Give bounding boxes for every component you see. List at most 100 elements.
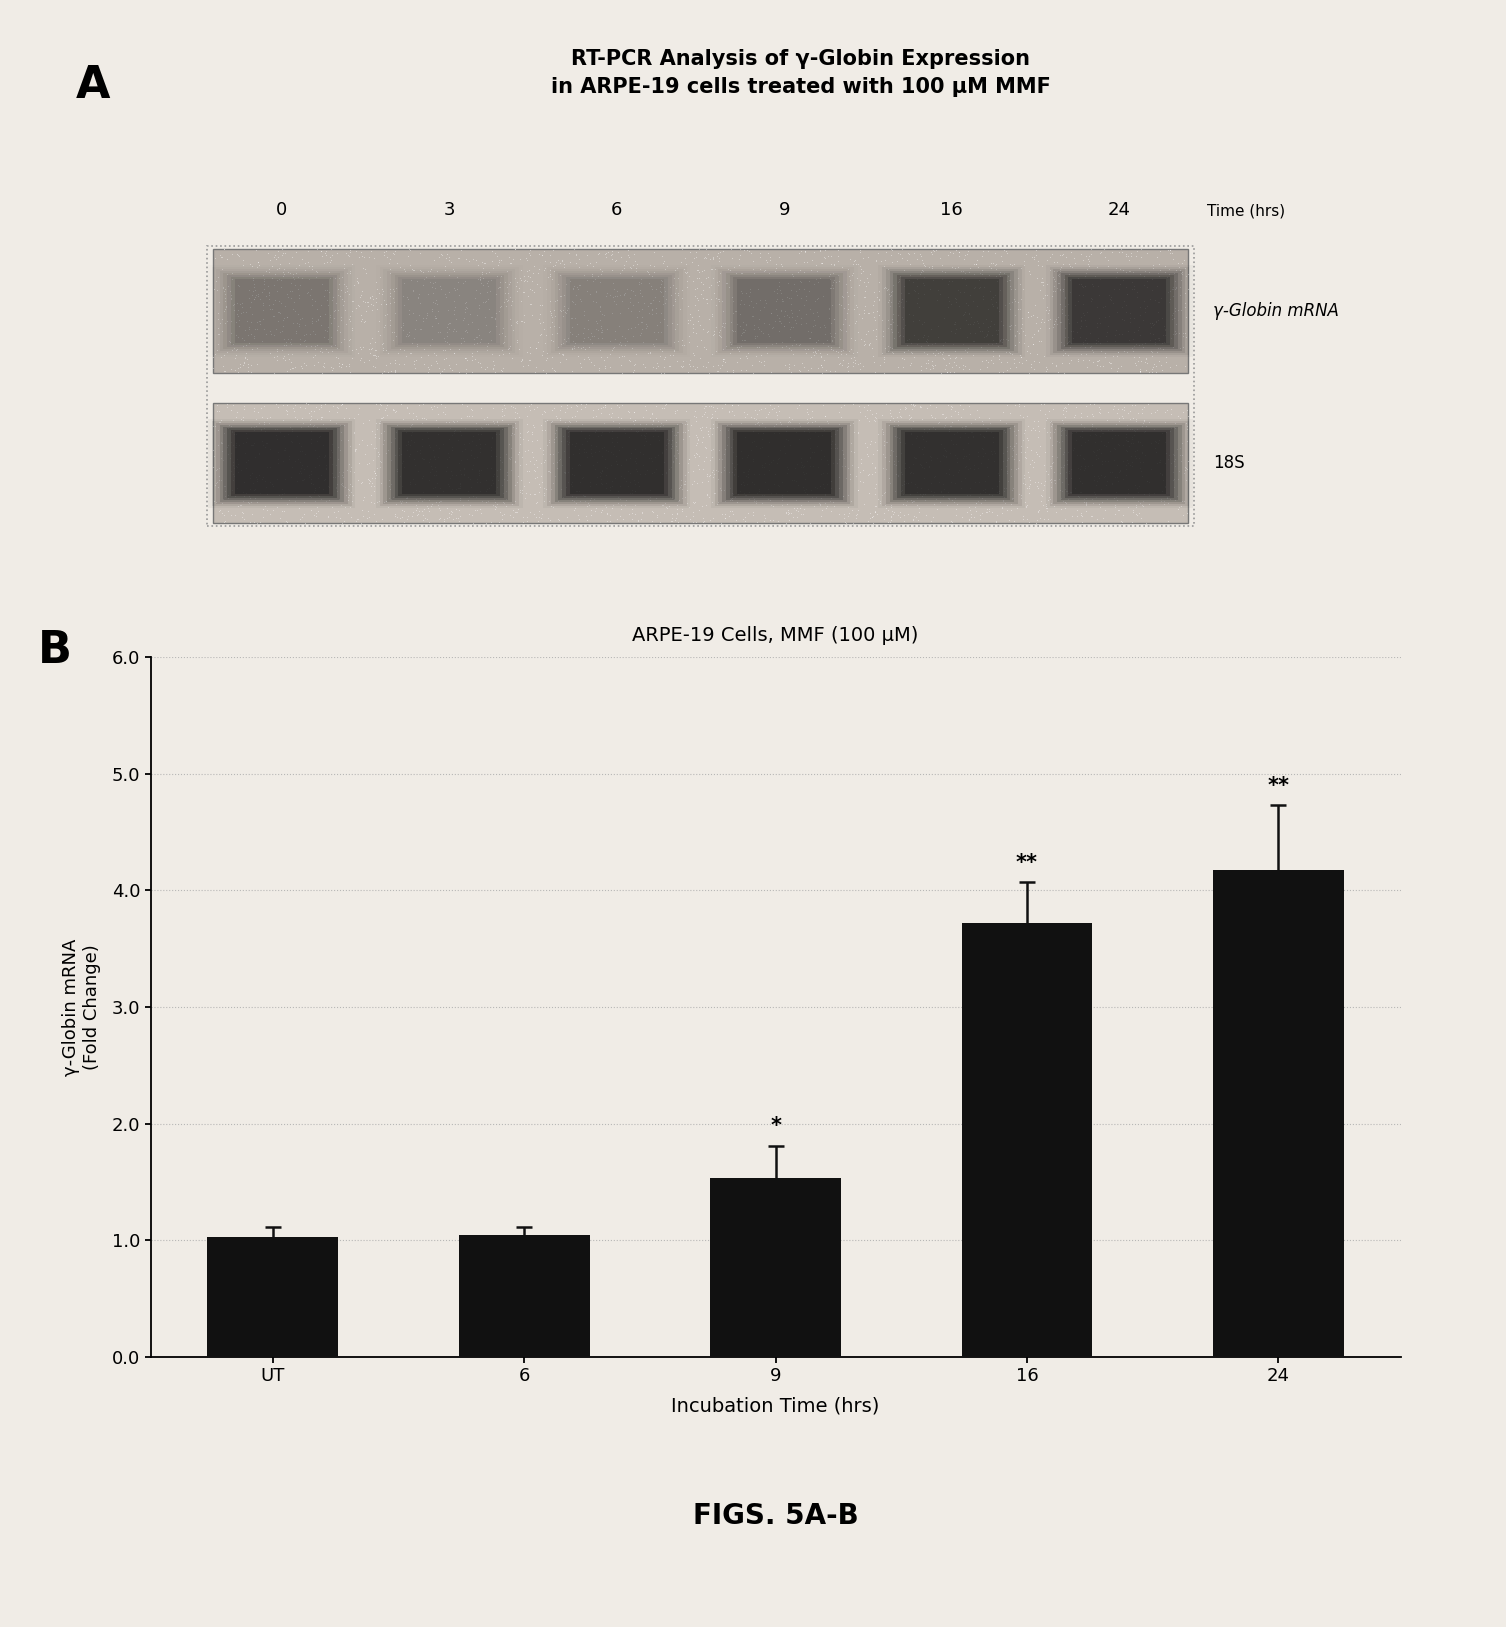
Point	[437, 410, 461, 436]
Point	[744, 488, 768, 514]
Point	[931, 265, 955, 291]
Point	[697, 392, 721, 418]
Point	[392, 270, 416, 296]
Point	[1157, 290, 1181, 316]
Point	[267, 288, 291, 314]
Point	[563, 281, 587, 308]
Point	[666, 281, 690, 308]
Bar	[898, 275, 1006, 347]
Point	[980, 343, 1005, 369]
Point	[887, 288, 911, 314]
Point	[1131, 408, 1155, 434]
Point	[491, 490, 515, 516]
Point	[965, 308, 989, 334]
Point	[845, 265, 869, 291]
Point	[517, 257, 541, 283]
Point	[908, 392, 932, 418]
Point	[252, 392, 276, 418]
Point	[301, 351, 325, 377]
Point	[1005, 495, 1029, 521]
Point	[1057, 309, 1081, 335]
Point	[620, 264, 645, 290]
Point	[360, 283, 384, 309]
Point	[931, 338, 955, 364]
Point	[467, 252, 491, 278]
Point	[789, 304, 813, 330]
Point	[916, 475, 940, 501]
Point	[218, 319, 242, 345]
Point	[797, 317, 821, 343]
Point	[1167, 335, 1191, 361]
Point	[1026, 506, 1050, 532]
Point	[202, 436, 226, 462]
Point	[684, 509, 708, 535]
Point	[861, 317, 886, 343]
Point	[488, 447, 512, 473]
Point	[1003, 277, 1027, 303]
Point	[785, 420, 809, 446]
Point	[634, 311, 658, 337]
Point	[307, 483, 331, 509]
Point	[258, 278, 282, 304]
Bar	[1053, 423, 1185, 504]
Point	[649, 280, 673, 306]
Point	[896, 337, 920, 363]
Point	[319, 353, 343, 379]
Point	[589, 293, 613, 319]
Point	[673, 408, 697, 434]
Point	[681, 340, 705, 366]
Point	[1026, 425, 1050, 451]
Point	[1105, 259, 1130, 285]
Point	[1148, 449, 1172, 475]
Point	[547, 506, 571, 532]
Point	[861, 348, 886, 374]
Point	[1102, 277, 1126, 303]
Point	[327, 353, 351, 379]
Point	[1137, 360, 1161, 386]
Point	[943, 309, 967, 335]
Point	[285, 239, 309, 265]
Point	[584, 308, 608, 334]
Point	[363, 460, 387, 486]
Point	[854, 273, 878, 299]
Bar	[212, 267, 351, 355]
Point	[1003, 324, 1027, 350]
Point	[517, 459, 541, 485]
Point	[438, 465, 462, 491]
Point	[1087, 395, 1111, 421]
Point	[565, 311, 589, 337]
Point	[651, 244, 675, 270]
Point	[777, 499, 801, 526]
Point	[1054, 399, 1078, 425]
Point	[380, 470, 404, 496]
Point	[980, 251, 1005, 277]
Point	[878, 288, 902, 314]
Point	[336, 426, 360, 452]
Point	[586, 264, 610, 290]
Point	[1122, 345, 1146, 371]
Point	[1003, 322, 1027, 348]
Point	[554, 299, 578, 325]
Point	[553, 254, 577, 280]
Point	[372, 431, 396, 457]
Point	[235, 347, 259, 373]
Point	[774, 509, 798, 535]
Point	[389, 390, 413, 417]
Point	[712, 441, 736, 467]
Point	[497, 288, 521, 314]
Point	[1057, 460, 1081, 486]
Bar	[208, 1237, 339, 1357]
Point	[482, 356, 506, 382]
Point	[661, 342, 685, 368]
Point	[503, 410, 527, 436]
Point	[511, 347, 535, 373]
Point	[518, 275, 542, 301]
Point	[982, 438, 1006, 464]
Point	[563, 407, 587, 433]
Point	[404, 403, 428, 430]
Point	[706, 244, 730, 270]
Point	[905, 280, 929, 306]
Point	[515, 504, 539, 530]
Point	[723, 298, 747, 324]
Point	[505, 499, 529, 526]
